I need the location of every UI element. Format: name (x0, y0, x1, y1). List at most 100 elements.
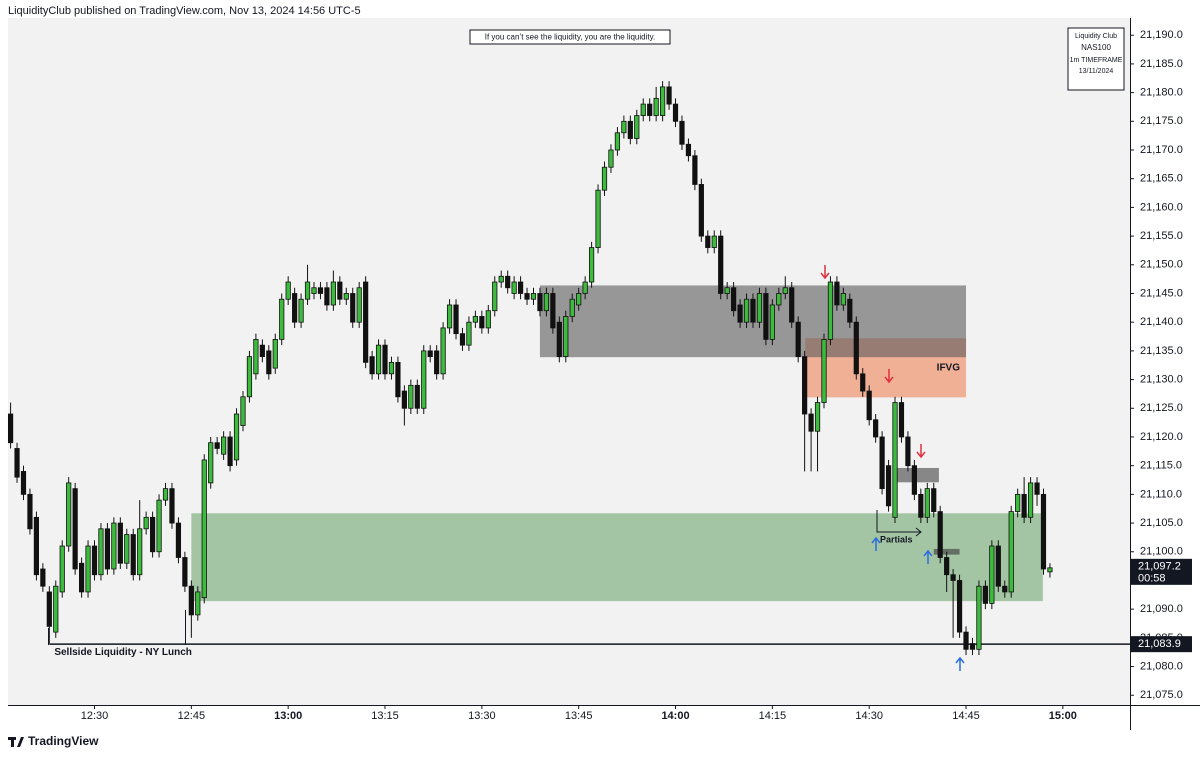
y-tick-label: 21,170.0 (1140, 144, 1183, 156)
y-tick-label: 21,100.0 (1140, 546, 1183, 558)
candle-body (240, 396, 246, 426)
candle-body (446, 304, 453, 329)
x-tick-label: 12:30 (81, 710, 109, 722)
x-tick-label: 14:45 (952, 710, 980, 722)
candle-body (718, 235, 724, 294)
candle-body (59, 545, 65, 593)
candle-body (640, 103, 646, 116)
down-arrow (820, 265, 830, 280)
candle-body (950, 574, 956, 581)
candle-body (621, 120, 627, 134)
candle-body (40, 568, 46, 587)
y-tick-label: 21,165.0 (1140, 173, 1183, 185)
candle-body (924, 488, 930, 518)
sell-arrows (820, 265, 926, 459)
candle-body (453, 304, 459, 335)
x-tick-label: 12:45 (178, 710, 206, 722)
candle-body (743, 298, 750, 323)
candle-body (724, 287, 730, 294)
candle-body (692, 155, 698, 185)
candle-body (982, 585, 988, 604)
candle-body (588, 247, 595, 283)
y-tick-label: 21,180.0 (1140, 87, 1183, 99)
x-tick-label: 14:15 (759, 710, 787, 722)
x-tick-label: 13:00 (274, 710, 302, 722)
up-arrow (955, 656, 965, 671)
candle-body (989, 545, 995, 604)
candle-body (1027, 482, 1034, 518)
candle-body (1034, 482, 1040, 495)
candle-body (601, 166, 608, 191)
candle-body (969, 643, 976, 650)
candle-body (221, 436, 227, 455)
candle-body (524, 293, 530, 300)
candle-body (440, 327, 446, 375)
candle-body (421, 350, 427, 409)
partials-arrow (876, 510, 922, 537)
candle-body (46, 591, 52, 627)
y-tick-label: 21,075.0 (1140, 689, 1183, 701)
candle-body (395, 361, 401, 398)
candle-body (382, 344, 388, 375)
candle-body (853, 321, 859, 375)
candle-body (1002, 585, 1008, 593)
candle-body (117, 522, 123, 564)
candle-body (401, 390, 407, 409)
info-line: 13/11/2024 (1079, 68, 1114, 75)
candle-body (246, 356, 253, 398)
candle-body (569, 298, 575, 317)
candle-body (698, 184, 704, 237)
candle-body (776, 293, 782, 306)
candle-body (1047, 567, 1053, 573)
candle-body (937, 511, 943, 558)
candle-body (78, 562, 85, 593)
candle-body (1008, 511, 1014, 593)
candle-body (550, 293, 556, 329)
candle-body (298, 298, 304, 323)
y-tick-label: 21,175.0 (1140, 115, 1183, 127)
candle-body (253, 339, 259, 375)
candle-body (72, 488, 78, 570)
candle-body (731, 287, 737, 312)
candle-body (434, 350, 440, 375)
x-tick-label: 13:30 (468, 710, 496, 722)
info-box (1067, 27, 1125, 91)
candle-body (330, 281, 336, 306)
candle-body (208, 442, 214, 484)
x-tick-label: 15:00 (1049, 710, 1077, 722)
y-tick-label: 21,080.0 (1140, 660, 1183, 672)
candle-body (14, 448, 20, 478)
price-labels: 21,083.9 21,097.200:58 (1130, 558, 1192, 653)
candle-body (472, 316, 478, 323)
candle-body (7, 413, 14, 444)
candle-body (634, 115, 640, 139)
candle-body (995, 545, 1001, 587)
candle-body (530, 293, 537, 300)
candle-body (705, 235, 711, 248)
candle-body (505, 275, 511, 289)
y-tick-label: 21,140.0 (1140, 316, 1183, 328)
down-arrow (884, 369, 894, 384)
candle-body (91, 545, 98, 576)
candle-body (847, 298, 853, 323)
candle-body (892, 402, 898, 518)
candle-body (195, 591, 201, 616)
candle-body (388, 361, 395, 375)
candle-body (350, 293, 356, 323)
candle-body (143, 516, 149, 530)
x-tick-label: 14:30 (855, 710, 883, 722)
x-tick-label: 13:45 (565, 710, 593, 722)
candle-body (976, 585, 982, 650)
candle-body (827, 281, 834, 340)
candle-body (931, 488, 937, 512)
candle-body (647, 103, 653, 116)
candle-body (860, 373, 866, 392)
candle-body (866, 390, 872, 421)
candle-body (279, 298, 285, 340)
candle-body (66, 482, 72, 547)
candle-body (1040, 493, 1047, 570)
candle-body (363, 281, 369, 363)
candle-body (111, 522, 117, 570)
candle-body (272, 339, 278, 369)
